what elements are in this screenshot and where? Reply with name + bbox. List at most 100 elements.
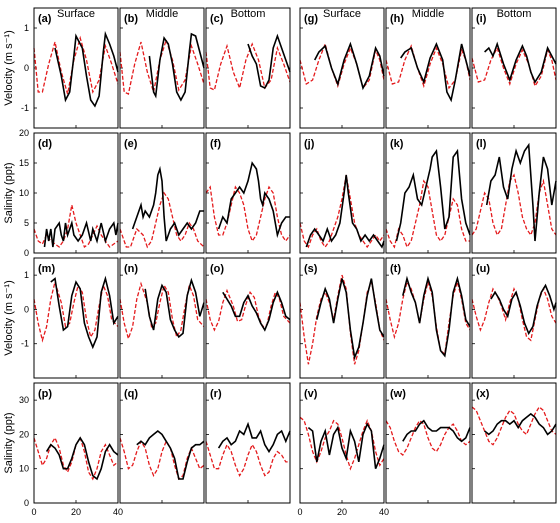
observed-series-line (400, 41, 471, 103)
observed-series-line (222, 290, 291, 332)
x-tick-label: 40 (379, 507, 389, 517)
panel-frame (385, 7, 471, 129)
row-label: Salinity (ppt) (3, 162, 15, 223)
y-tick-label: 0 (24, 498, 29, 508)
panel-label: (m) (38, 263, 55, 275)
model-series-line (33, 35, 119, 95)
panel-label: (c) (210, 13, 224, 25)
model-series-line (299, 274, 385, 365)
observed-series-line (247, 33, 291, 90)
y-tick-label: 0 (24, 304, 29, 314)
panel-label: (d) (38, 138, 52, 150)
panel-frame (471, 257, 557, 379)
panel-frame (119, 382, 205, 504)
panel-label: (l) (476, 138, 487, 150)
model-series-line (119, 281, 205, 341)
panel-label: (s) (304, 263, 318, 275)
panel-label: (b) (124, 13, 138, 25)
observed-series-line (316, 278, 385, 361)
panel-label: (h) (390, 13, 404, 25)
y-tick-label: 20 (19, 128, 29, 138)
y-tick-label: 10 (19, 188, 29, 198)
y-tick-label: 15 (19, 158, 29, 168)
model-series-line (205, 185, 291, 243)
observed-series-line (45, 436, 119, 481)
model-series-line (299, 416, 385, 471)
panel-label: (w) (390, 388, 406, 400)
panel-label: (e) (124, 138, 138, 150)
panel-frame (299, 382, 385, 504)
y-tick-label: 0 (24, 248, 29, 258)
column-title: Surface (57, 8, 95, 20)
panel-frame (471, 7, 557, 129)
panel-frame (205, 7, 291, 129)
panel-frame (33, 7, 119, 129)
model-series-line (471, 173, 557, 237)
panel-label: (v) (304, 388, 318, 400)
observed-series-line (217, 421, 291, 454)
panel-label: (x) (476, 388, 490, 400)
observed-series-line (50, 275, 119, 350)
panel-label: (n) (124, 263, 138, 275)
model-series-line (385, 179, 470, 249)
observed-series-line (144, 277, 205, 339)
model-series-line (385, 419, 471, 456)
row-label: Salinity (ppt) (3, 412, 15, 473)
panel-label: (p) (38, 388, 52, 400)
panel-frame (385, 132, 471, 254)
model-series-line (33, 279, 119, 343)
model-series-line (385, 279, 471, 356)
column-title: Surface (323, 8, 361, 20)
column-title: Bottom (231, 8, 266, 20)
panel-label: (i) (476, 13, 487, 25)
model-series-line (299, 174, 385, 249)
y-tick-label: -1 (21, 103, 29, 113)
observed-series-line (490, 283, 557, 336)
panel-label: (r) (210, 388, 222, 400)
observed-series-line (484, 41, 557, 84)
observed-series-line (305, 174, 385, 249)
observed-series-line (148, 32, 205, 102)
observed-series-line (136, 429, 205, 480)
observed-series-line (402, 275, 471, 358)
panel-frame (205, 132, 291, 254)
panel-label: (u) (476, 263, 490, 275)
model-series-line (471, 46, 557, 88)
y-tick-label: 20 (19, 429, 29, 439)
panel-frame (299, 257, 385, 379)
panel-label: (q) (124, 388, 138, 400)
model-series-line (471, 406, 557, 446)
panel-label: (t) (390, 263, 401, 275)
panel-frame (119, 132, 205, 254)
x-tick-label: 0 (31, 507, 36, 517)
model-series-line (471, 286, 557, 342)
observed-series-line (43, 219, 119, 248)
panel-label: (o) (210, 263, 224, 275)
model-series-line (119, 437, 205, 481)
column-title: Middle (146, 8, 178, 20)
x-tick-label: 20 (71, 507, 81, 517)
y-tick-label: -1 (21, 339, 29, 349)
model-series-line (205, 441, 290, 478)
model-series-line (205, 42, 291, 91)
observed-series-line (54, 30, 119, 108)
panel-label: (g) (304, 13, 318, 25)
model-series-line (299, 41, 385, 90)
panel-label: (j) (304, 138, 315, 150)
panel-frame (33, 382, 119, 504)
panel-label: (f) (210, 138, 221, 150)
y-tick-label: 30 (19, 395, 29, 405)
y-tick-label: 10 (19, 464, 29, 474)
observed-series-line (484, 412, 557, 436)
panel-frame (119, 7, 205, 129)
observed-series-line (485, 142, 557, 242)
panel-label: (k) (390, 138, 404, 150)
row-label: Velocity (m s⁻¹) (3, 280, 15, 355)
observed-series-line (307, 422, 385, 470)
panel-frame (385, 382, 471, 504)
x-tick-label: 0 (297, 507, 302, 517)
panel-frame (471, 132, 557, 254)
panel-frame (205, 382, 291, 504)
model-series-line (205, 288, 291, 332)
panel-frame (299, 7, 385, 129)
